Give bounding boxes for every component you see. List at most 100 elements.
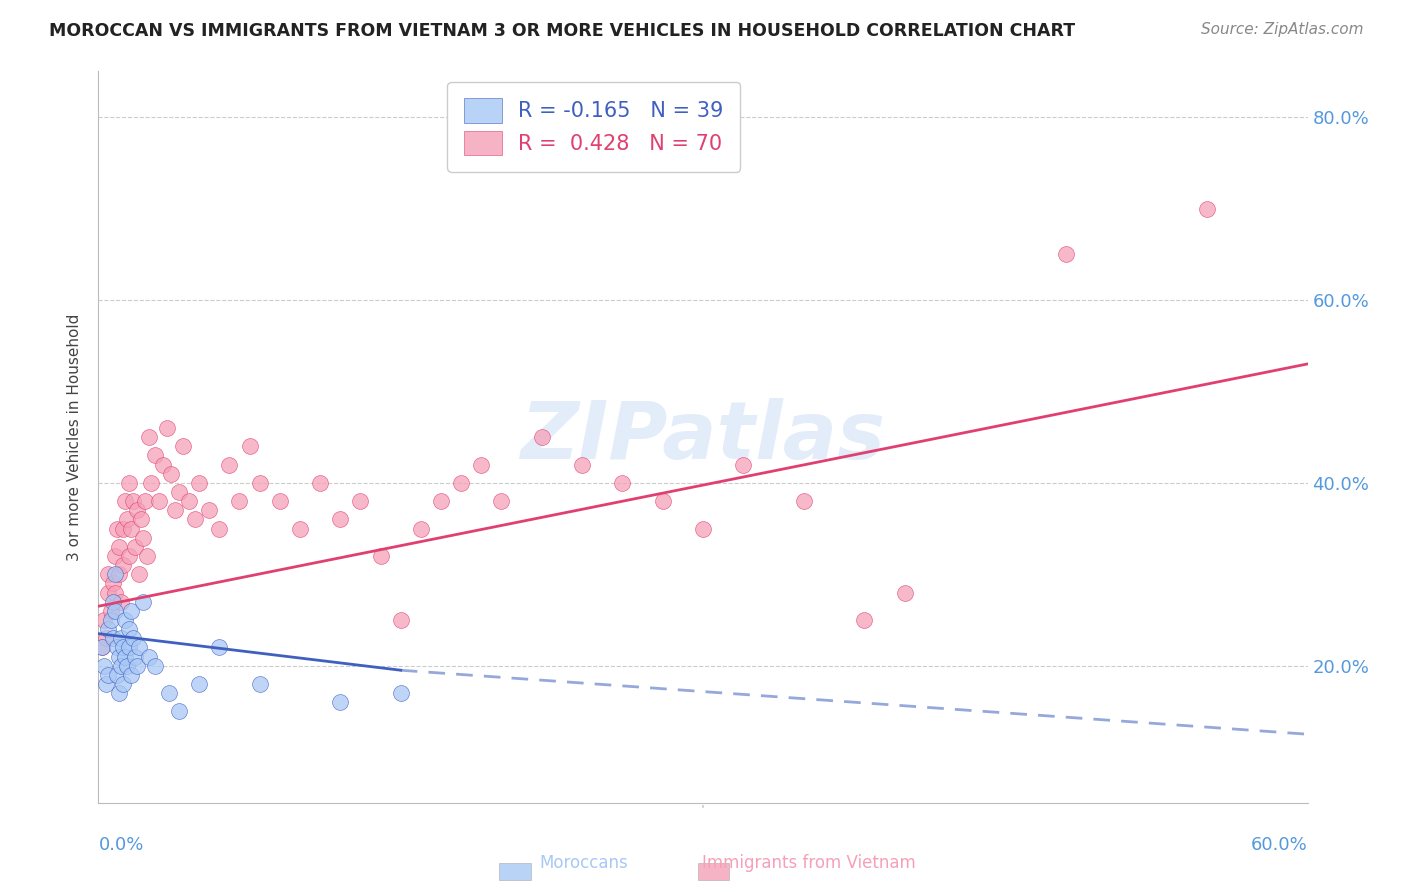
Point bbox=[103, 604, 125, 618]
Point bbox=[97, 622, 120, 636]
Point bbox=[125, 658, 148, 673]
Point bbox=[121, 494, 143, 508]
Point bbox=[269, 494, 291, 508]
Point bbox=[198, 503, 221, 517]
Point bbox=[329, 695, 352, 709]
Point bbox=[107, 540, 129, 554]
Text: 0.0%: 0.0% bbox=[98, 836, 143, 854]
Point bbox=[450, 475, 472, 490]
Point bbox=[105, 521, 128, 535]
Point bbox=[160, 467, 183, 481]
Point bbox=[96, 632, 118, 646]
Point bbox=[115, 512, 138, 526]
Point bbox=[135, 549, 157, 563]
Point bbox=[138, 430, 160, 444]
Point bbox=[143, 449, 166, 463]
Text: Immigrants from Vietnam: Immigrants from Vietnam bbox=[702, 855, 915, 872]
Point bbox=[167, 485, 190, 500]
Point bbox=[120, 667, 142, 681]
Point bbox=[218, 458, 240, 472]
Point bbox=[157, 686, 180, 700]
Text: MOROCCAN VS IMMIGRANTS FROM VIETNAM 3 OR MORE VEHICLES IN HOUSEHOLD CORRELATION : MOROCCAN VS IMMIGRANTS FROM VIETNAM 3 OR… bbox=[49, 22, 1076, 40]
Point bbox=[793, 494, 815, 508]
Point bbox=[893, 585, 915, 599]
Point bbox=[124, 540, 146, 554]
Point bbox=[110, 658, 132, 673]
Point bbox=[101, 632, 124, 646]
Point bbox=[128, 567, 150, 582]
Point bbox=[491, 494, 513, 508]
Point bbox=[143, 658, 166, 673]
Point bbox=[571, 458, 593, 472]
Point bbox=[370, 549, 392, 563]
Point bbox=[132, 531, 155, 545]
Point bbox=[105, 667, 128, 681]
Point bbox=[853, 613, 876, 627]
Point bbox=[152, 458, 174, 472]
Point bbox=[91, 640, 114, 655]
Point bbox=[93, 658, 115, 673]
Point bbox=[128, 640, 150, 655]
Point bbox=[249, 475, 271, 490]
Y-axis label: 3 or more Vehicles in Household: 3 or more Vehicles in Household bbox=[67, 313, 83, 561]
Point bbox=[148, 494, 170, 508]
Point bbox=[188, 677, 211, 691]
Point bbox=[103, 549, 125, 563]
Point bbox=[121, 632, 143, 646]
Text: 60.0%: 60.0% bbox=[1251, 836, 1308, 854]
Point bbox=[100, 613, 122, 627]
Point bbox=[114, 494, 136, 508]
Point bbox=[139, 475, 162, 490]
Point bbox=[115, 658, 138, 673]
Point bbox=[409, 521, 432, 535]
Point bbox=[114, 649, 136, 664]
Point bbox=[118, 622, 141, 636]
Point bbox=[103, 585, 125, 599]
Point bbox=[97, 667, 120, 681]
Point bbox=[208, 521, 231, 535]
Point bbox=[111, 640, 134, 655]
Point bbox=[97, 567, 120, 582]
Point bbox=[1195, 202, 1218, 216]
Point bbox=[93, 613, 115, 627]
Point bbox=[91, 640, 114, 655]
Point bbox=[249, 677, 271, 691]
Point bbox=[101, 576, 124, 591]
Point bbox=[111, 677, 134, 691]
Point bbox=[138, 649, 160, 664]
Point bbox=[105, 640, 128, 655]
Point bbox=[129, 512, 152, 526]
Point bbox=[188, 475, 211, 490]
Point bbox=[107, 686, 129, 700]
Point bbox=[430, 494, 453, 508]
Point bbox=[111, 521, 134, 535]
Point bbox=[530, 430, 553, 444]
Point bbox=[110, 594, 132, 608]
Text: Source: ZipAtlas.com: Source: ZipAtlas.com bbox=[1201, 22, 1364, 37]
Point bbox=[163, 503, 186, 517]
Point bbox=[118, 640, 141, 655]
Point bbox=[239, 439, 262, 453]
Point bbox=[692, 521, 714, 535]
Point bbox=[103, 567, 125, 582]
Point bbox=[120, 521, 142, 535]
Point bbox=[107, 649, 129, 664]
Point bbox=[1054, 247, 1077, 261]
Point bbox=[470, 458, 492, 472]
Point bbox=[329, 512, 352, 526]
Point bbox=[389, 613, 412, 627]
Point bbox=[184, 512, 207, 526]
Point bbox=[132, 594, 155, 608]
Point bbox=[101, 594, 124, 608]
Point bbox=[156, 421, 179, 435]
Point bbox=[349, 494, 371, 508]
Text: Moroccans: Moroccans bbox=[538, 855, 628, 872]
Point bbox=[125, 503, 148, 517]
Point bbox=[124, 649, 146, 664]
Point bbox=[118, 549, 141, 563]
Point bbox=[118, 475, 141, 490]
Point bbox=[111, 558, 134, 573]
Point bbox=[733, 458, 755, 472]
Point bbox=[179, 494, 201, 508]
Point bbox=[389, 686, 412, 700]
